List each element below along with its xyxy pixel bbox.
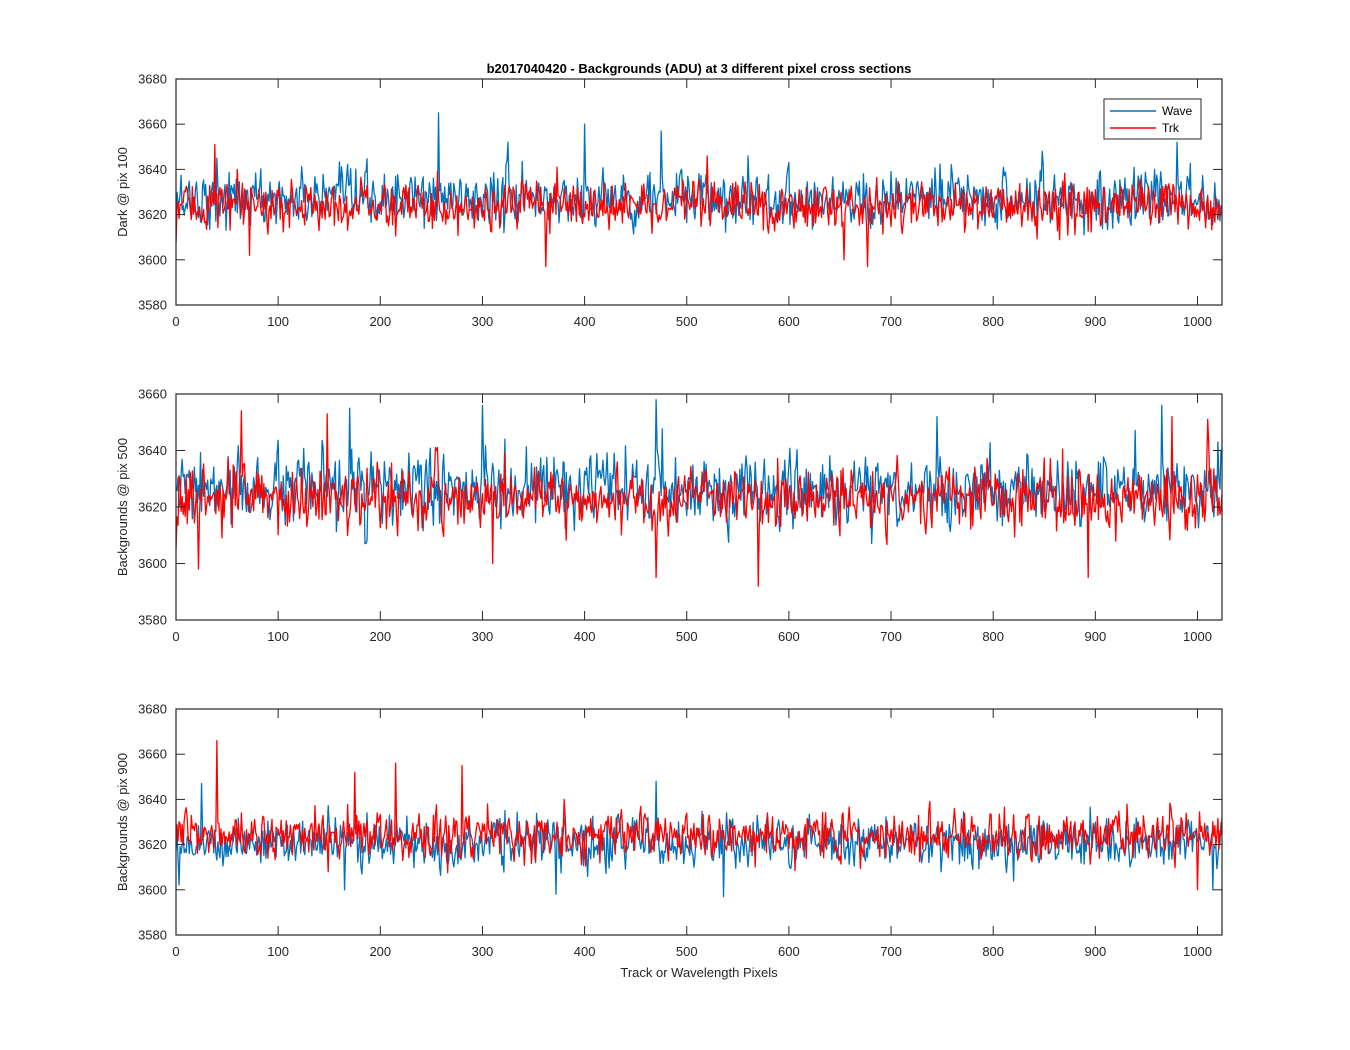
legend: Wave Trk bbox=[1103, 98, 1202, 140]
axes-box bbox=[175, 78, 1223, 306]
x-tick-label: 400 bbox=[574, 629, 596, 644]
legend-label-trk: Trk bbox=[1162, 121, 1180, 135]
x-tick-label: 800 bbox=[982, 629, 1004, 644]
y-tick-label: 3600 bbox=[138, 252, 167, 267]
y-tick-label: 3660 bbox=[138, 387, 167, 402]
x-tick-label: 100 bbox=[267, 314, 289, 329]
y-tick-label: 3580 bbox=[138, 613, 167, 628]
y-tick-label: 3620 bbox=[138, 837, 167, 852]
x-tick-label: 700 bbox=[880, 944, 902, 959]
chart-title: b2017040420 - Backgrounds (ADU) at 3 dif… bbox=[487, 61, 912, 76]
x-tick-label: 900 bbox=[1084, 314, 1106, 329]
y-tick-label: 3640 bbox=[138, 443, 167, 458]
subplot-1: 0 100 200 300 400 500 600 700 800 900 1000 3580 3600… bbox=[115, 72, 1223, 329]
y-axis-label: Backgrounds @ pix 900 bbox=[115, 753, 130, 891]
series-line-trk-panel-1 bbox=[176, 143, 1222, 268]
legend-box bbox=[1103, 98, 1202, 140]
x-tick-label: 300 bbox=[472, 629, 494, 644]
x-tick-label: 600 bbox=[778, 314, 800, 329]
y-tick-label: 3580 bbox=[138, 298, 167, 313]
x-tick-label: 900 bbox=[1084, 629, 1106, 644]
series-line-trk-panel-2 bbox=[176, 410, 1222, 587]
x-tick-label: 300 bbox=[472, 314, 494, 329]
x-tick-label: 600 bbox=[778, 944, 800, 959]
x-tick-label: 400 bbox=[574, 314, 596, 329]
y-tick-label: 3660 bbox=[138, 747, 167, 762]
series-group bbox=[176, 112, 1222, 268]
x-tick-label: 700 bbox=[880, 314, 902, 329]
x-tick-label: 100 bbox=[267, 629, 289, 644]
y-tick-label: 3660 bbox=[138, 117, 167, 132]
x-tick-label: 600 bbox=[778, 629, 800, 644]
x-tick-label: 700 bbox=[880, 629, 902, 644]
y-tick-label: 3620 bbox=[138, 207, 167, 222]
x-tick-label: 0 bbox=[172, 629, 179, 644]
x-tick-label: 100 bbox=[267, 944, 289, 959]
x-tick-label: 1000 bbox=[1183, 944, 1212, 959]
x-tick-label: 800 bbox=[982, 944, 1004, 959]
x-tick-label: 1000 bbox=[1183, 629, 1212, 644]
x-axis-label: Track or Wavelength Pixels bbox=[620, 965, 778, 980]
y-tick-label: 3600 bbox=[138, 556, 167, 571]
series-group bbox=[176, 398, 1222, 587]
x-tick-label: 500 bbox=[676, 629, 698, 644]
x-tick-label: 0 bbox=[172, 944, 179, 959]
axes-box bbox=[175, 708, 1223, 936]
series-group bbox=[176, 739, 1222, 898]
y-tick-label: 3580 bbox=[138, 928, 167, 943]
subplot-2: 0 100 200 300 400 500 600 700 800 900 1000 3580 3600… bbox=[115, 387, 1223, 644]
y-axis-label: Dark @ pix 100 bbox=[115, 147, 130, 237]
x-tick-label: 800 bbox=[982, 314, 1004, 329]
y-axis-label: Backgrounds @ pix 500 bbox=[115, 438, 130, 576]
x-tick-label: 1000 bbox=[1183, 314, 1212, 329]
legend-label-wave: Wave bbox=[1162, 104, 1193, 118]
x-tick-label: 200 bbox=[369, 629, 391, 644]
y-tick-label: 3680 bbox=[138, 72, 167, 87]
subplots: 0 100 200 300 400 500 600 700 800 900 100035803600… bbox=[115, 72, 1223, 959]
x-tick-label: 500 bbox=[676, 314, 698, 329]
y-tick-label: 3640 bbox=[138, 792, 167, 807]
x-tick-label: 0 bbox=[172, 314, 179, 329]
series-line-trk-panel-3 bbox=[176, 739, 1222, 891]
y-tick-label: 3640 bbox=[138, 162, 167, 177]
x-tick-label: 500 bbox=[676, 944, 698, 959]
y-tick-label: 3600 bbox=[138, 882, 167, 897]
y-tick-label: 3620 bbox=[138, 500, 167, 515]
x-tick-label: 300 bbox=[472, 944, 494, 959]
series-line-wave-panel-2 bbox=[176, 398, 1222, 545]
y-tick-label: 3680 bbox=[138, 702, 167, 717]
subplot-3: 0 100 200 300 400 500 600 700 800 900 1000 3580 3600… bbox=[115, 702, 1223, 959]
x-tick-label: 400 bbox=[574, 944, 596, 959]
x-tick-label: 900 bbox=[1084, 944, 1106, 959]
x-tick-label: 200 bbox=[369, 314, 391, 329]
x-tick-label: 200 bbox=[369, 944, 391, 959]
